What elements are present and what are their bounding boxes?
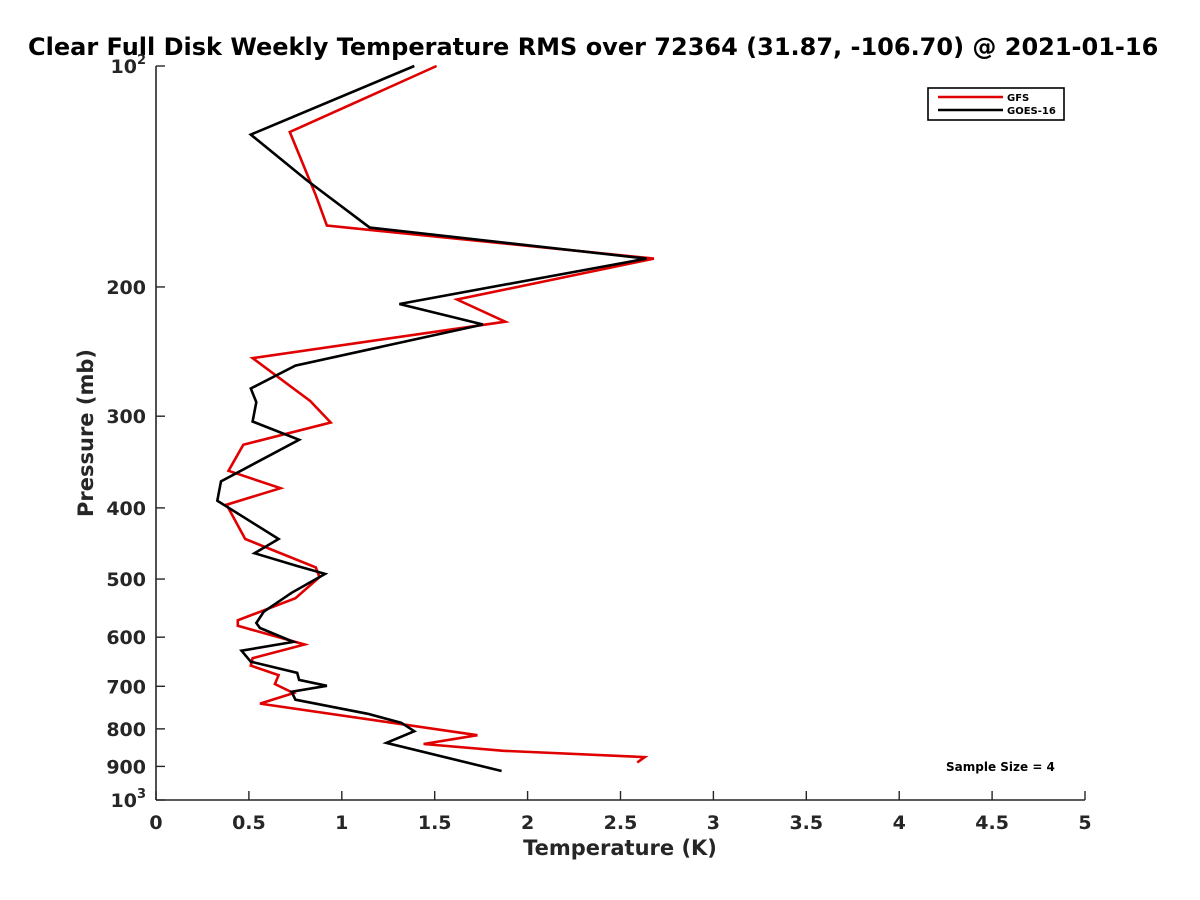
x-tick-label: 4 <box>893 812 906 834</box>
legend-label-gfs: GFS <box>1007 93 1029 104</box>
chart-title: Clear Full Disk Weekly Temperature RMS o… <box>28 33 1158 61</box>
series-layer <box>215 64 655 773</box>
x-tick-label: 1 <box>335 812 348 834</box>
x-tick-label: 2 <box>521 812 534 834</box>
y-tick-label: 700 <box>106 676 146 698</box>
legend: GFS GOES-16 <box>927 87 1065 121</box>
y-tick-label: 300 <box>106 406 146 428</box>
x-tick-label: 3.5 <box>789 812 823 834</box>
y-axis-label: Pressure (mb) <box>74 349 98 517</box>
y-tick-exponent: 3 <box>137 787 146 802</box>
y-tick-label: 103 <box>111 787 147 812</box>
x-tick-label: 1.5 <box>418 812 452 834</box>
y-tick-exponent: 2 <box>137 53 146 68</box>
y-tick-label: 400 <box>106 498 146 520</box>
x-tick-label: 4.5 <box>975 812 1009 834</box>
legend-label-goes16: GOES-16 <box>1007 106 1056 117</box>
y-tick-label: 200 <box>106 277 146 299</box>
series-line-goes-16 <box>215 64 647 773</box>
x-axis-label: Temperature (K) <box>523 836 717 860</box>
y-tick-base: 10 <box>111 56 137 78</box>
x-tick-label: 0.5 <box>232 812 266 834</box>
plot-area: 0 0.5 1 1.5 2 2.5 3 3.5 4 4.5 5 102200300400500600… <box>106 53 1091 834</box>
series-line-gfs <box>224 64 655 764</box>
y-tick-base: 10 <box>111 790 137 812</box>
legend-box <box>927 87 1065 121</box>
y-tick-label: 800 <box>106 719 146 741</box>
x-tick-label: 2.5 <box>604 812 638 834</box>
y-tick-label: 900 <box>106 756 146 778</box>
x-tick-label: 0 <box>149 812 162 834</box>
sample-size-annotation: Sample Size = 4 <box>946 760 1055 774</box>
y-tick-label: 500 <box>106 569 146 591</box>
x-tick-label: 5 <box>1078 812 1091 834</box>
x-ticks: 0 0.5 1 1.5 2 2.5 3 3.5 4 4.5 5 <box>149 791 1092 834</box>
x-tick-label: 3 <box>707 812 720 834</box>
y-tick-label: 102 <box>111 53 147 78</box>
y-tick-label: 600 <box>106 627 146 649</box>
